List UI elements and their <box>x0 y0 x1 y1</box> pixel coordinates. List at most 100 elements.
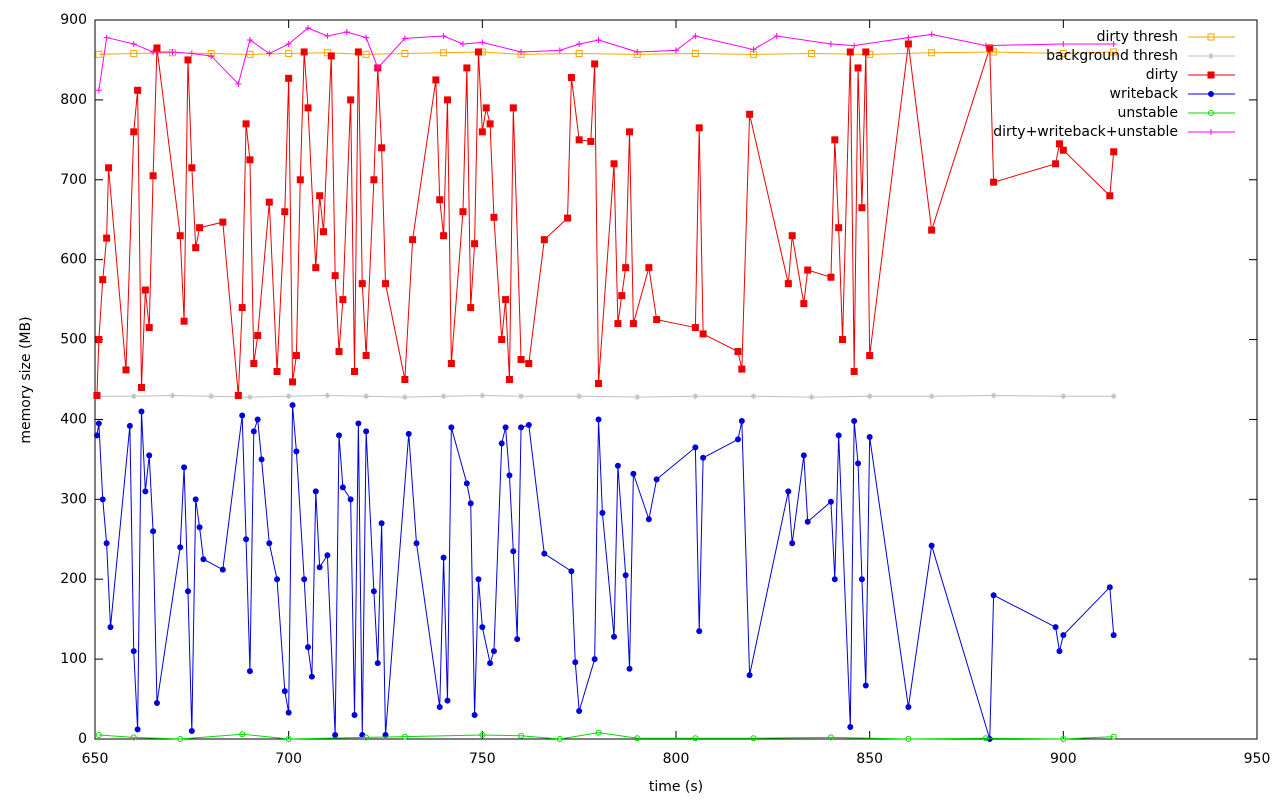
point <box>246 668 253 675</box>
point <box>440 32 447 39</box>
point <box>784 280 792 288</box>
point <box>327 52 335 60</box>
point <box>800 300 808 308</box>
point <box>196 224 204 232</box>
point <box>180 317 188 325</box>
point <box>1110 148 1118 156</box>
y-axis-label: memory size (MB) <box>18 316 34 443</box>
point <box>312 264 320 272</box>
point <box>572 659 579 666</box>
point <box>285 709 292 716</box>
point <box>804 266 812 274</box>
point <box>808 50 816 58</box>
point <box>246 50 254 58</box>
point <box>153 44 161 52</box>
point <box>134 86 142 94</box>
point <box>150 48 157 55</box>
point <box>904 40 912 48</box>
point <box>862 682 869 689</box>
point <box>700 454 707 461</box>
point <box>292 352 300 360</box>
point <box>354 48 362 56</box>
legend-marker <box>1208 110 1214 116</box>
point <box>692 393 699 400</box>
x-tick-label: 750 <box>469 751 496 767</box>
legend-marker <box>1207 33 1215 41</box>
point <box>336 432 343 439</box>
point <box>474 48 482 56</box>
point <box>405 430 412 437</box>
point <box>750 393 757 400</box>
legend-marker <box>1208 129 1214 135</box>
point <box>93 391 101 399</box>
point <box>103 234 111 242</box>
point <box>142 488 149 495</box>
point <box>990 48 998 56</box>
point <box>305 24 312 31</box>
point <box>362 352 370 360</box>
point <box>692 444 699 451</box>
point <box>463 64 471 72</box>
point <box>486 120 494 128</box>
point <box>401 733 408 740</box>
point <box>409 236 417 244</box>
point <box>576 393 583 400</box>
point <box>358 280 366 288</box>
point <box>738 365 746 373</box>
point <box>634 394 641 401</box>
legend-label: unstable <box>1118 105 1179 121</box>
point <box>804 518 811 525</box>
point <box>789 540 796 547</box>
series-line <box>98 394 1114 398</box>
point <box>626 665 633 672</box>
point <box>928 31 935 38</box>
point <box>285 50 293 58</box>
point <box>289 402 296 409</box>
point <box>176 232 184 240</box>
point <box>401 394 408 401</box>
point <box>831 576 838 583</box>
point <box>479 392 486 399</box>
point <box>181 464 188 471</box>
point <box>514 636 521 643</box>
point <box>463 480 470 487</box>
point <box>622 264 630 272</box>
point <box>200 556 207 563</box>
point <box>1059 146 1067 154</box>
point <box>285 393 292 400</box>
point <box>351 712 358 719</box>
point <box>928 393 935 400</box>
point <box>266 540 273 547</box>
point <box>208 393 215 400</box>
point <box>239 731 246 738</box>
y-tick-label: 200 <box>60 571 87 587</box>
legend-marker <box>1208 91 1214 97</box>
point <box>576 708 583 715</box>
point <box>692 735 699 742</box>
y-tick-label: 300 <box>60 491 87 507</box>
point <box>332 732 339 739</box>
legend-label: writeback <box>1110 86 1179 102</box>
point <box>750 46 757 53</box>
point <box>471 712 478 719</box>
point <box>266 50 273 57</box>
series-line <box>98 27 1114 91</box>
legend-marker <box>1208 53 1214 59</box>
point <box>95 420 102 427</box>
point <box>595 416 602 423</box>
point <box>254 332 262 340</box>
point <box>591 656 598 663</box>
point <box>192 244 200 252</box>
point <box>130 50 138 58</box>
point <box>188 50 195 57</box>
point <box>982 735 989 742</box>
point <box>374 660 381 667</box>
point <box>518 424 525 431</box>
point <box>478 128 486 136</box>
point <box>184 588 191 595</box>
point <box>254 416 261 423</box>
point <box>1059 50 1067 58</box>
point <box>696 628 703 635</box>
